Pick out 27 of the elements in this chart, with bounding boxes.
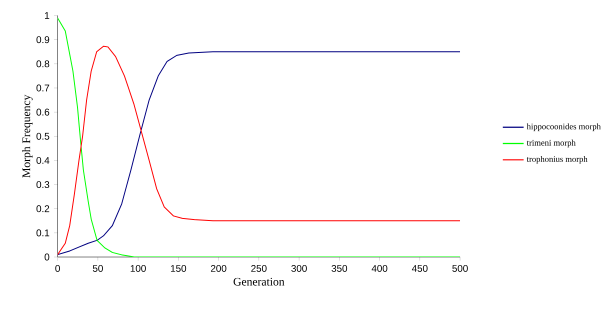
x-axis-title: Generation	[234, 278, 284, 286]
x-tick-label: 50	[92, 265, 103, 272]
x-tick-label: 150	[170, 265, 186, 272]
x-tick-label: 500	[452, 265, 468, 272]
x-tick-label: 350	[332, 265, 348, 272]
legend-label: hippocoonides morph	[526, 124, 601, 132]
y-tick-label: 0	[44, 254, 50, 261]
legend-label: trimeni morph	[526, 140, 576, 148]
y-tick-label: 0.1	[36, 230, 50, 237]
y-tick-label: 0.9	[36, 36, 50, 44]
x-tick-label: 400	[372, 265, 388, 272]
y-tick-label: 0.5	[36, 133, 50, 140]
y-tick-label: 0.3	[36, 181, 50, 188]
y-tick-label: 0.8	[36, 60, 50, 68]
x-tick-label: 250	[251, 265, 267, 272]
x-tick-label: 100	[130, 265, 146, 272]
y-tick-label: 1	[44, 12, 50, 20]
y-tick-label: 0.4	[36, 157, 50, 164]
legend-label: trophonius morph	[526, 156, 588, 164]
x-tick-label: 450	[412, 265, 428, 272]
y-tick-label: 0.7	[36, 84, 50, 92]
x-tick-label: 200	[210, 265, 226, 272]
y-tick-label: 0.2	[36, 205, 50, 212]
x-tick-label: 0	[55, 265, 60, 272]
y-axis-title: Morph Frequency	[22, 94, 33, 178]
x-tick-label: 300	[291, 265, 307, 272]
y-tick-label: 0.6	[36, 108, 50, 116]
